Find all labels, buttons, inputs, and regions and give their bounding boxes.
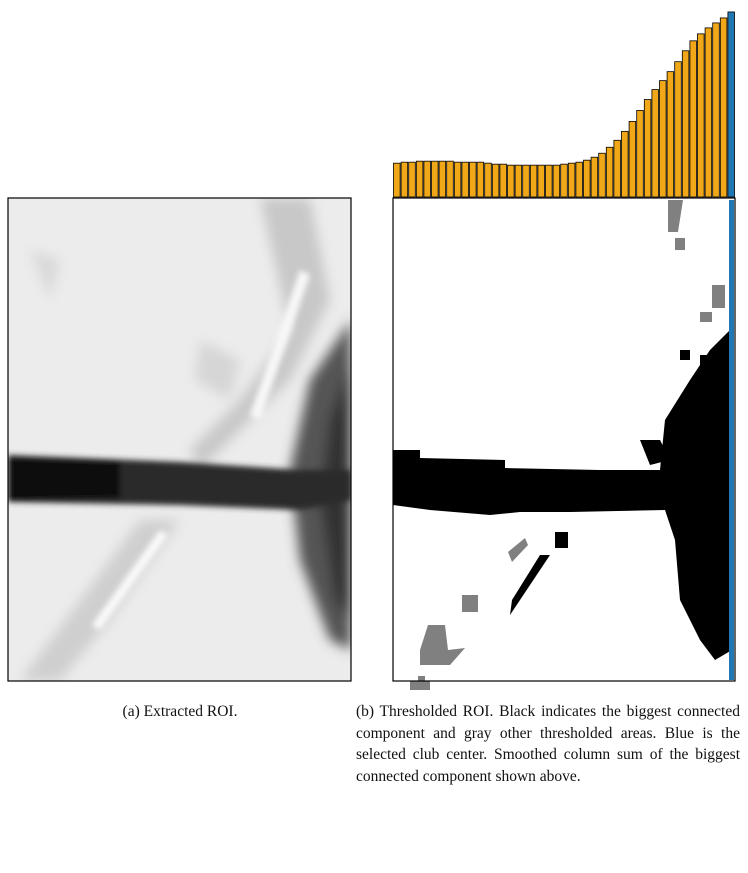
bar <box>515 165 522 197</box>
bar <box>492 164 499 197</box>
bar <box>667 72 674 197</box>
bar <box>675 62 682 197</box>
bar <box>584 160 591 197</box>
extracted-roi <box>8 198 351 681</box>
bar <box>698 34 705 197</box>
bar <box>690 41 697 197</box>
bar <box>409 162 416 197</box>
bar <box>561 164 568 197</box>
bar <box>644 100 651 197</box>
caption: (a) Extracted ROI. <box>8 701 352 723</box>
figure: (a) Extracted ROI. (b) Thresholded ROI. … <box>0 0 748 873</box>
bar <box>720 18 727 197</box>
bar <box>728 12 735 197</box>
bar <box>470 162 477 197</box>
bar <box>462 162 469 197</box>
bar <box>432 161 439 197</box>
bar <box>424 161 431 197</box>
bar <box>538 165 545 197</box>
bar <box>546 165 553 197</box>
bar <box>568 163 575 197</box>
bar <box>523 165 530 197</box>
bar <box>508 165 515 197</box>
bar <box>705 28 712 197</box>
bar <box>629 121 636 197</box>
bar <box>622 131 629 197</box>
bar <box>637 110 644 197</box>
bar <box>416 161 423 197</box>
bar <box>682 51 689 197</box>
thresholded-roi <box>393 198 735 690</box>
bar <box>401 162 408 197</box>
bar <box>485 163 492 197</box>
bar <box>553 165 560 197</box>
bar <box>447 161 454 197</box>
column-sum-chart <box>394 12 735 197</box>
bar <box>713 23 720 197</box>
bar <box>652 90 659 197</box>
bar <box>439 161 446 197</box>
figure-graphics <box>0 0 748 700</box>
bar <box>606 147 613 197</box>
bar <box>591 157 598 197</box>
bar <box>454 162 461 197</box>
bar <box>477 162 484 197</box>
bar <box>614 140 621 197</box>
bar <box>530 165 537 197</box>
caption: (b) Thresholded ROI. Black indicates the… <box>356 701 740 787</box>
bar <box>394 163 401 197</box>
bar <box>500 164 507 197</box>
bar <box>660 81 667 197</box>
bar <box>599 153 606 197</box>
bar <box>576 162 583 197</box>
